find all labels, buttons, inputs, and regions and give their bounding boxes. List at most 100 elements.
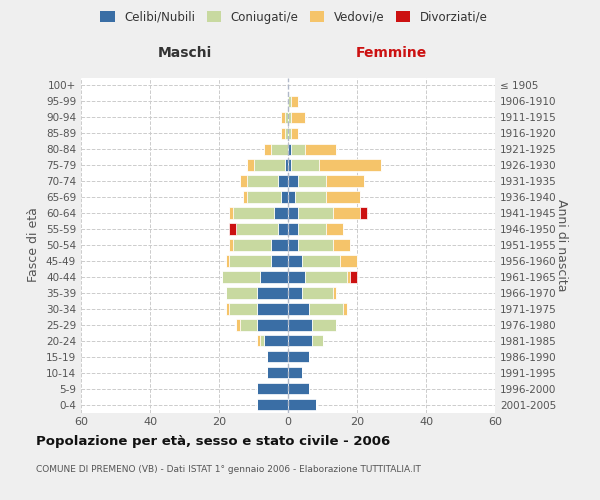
Bar (257, 383, 288, 394)
Bar (264, 144, 271, 155)
Bar (312, 319, 336, 330)
Bar (281, 128, 284, 139)
Bar (288, 224, 298, 235)
Bar (288, 160, 292, 171)
Bar (281, 112, 284, 123)
Bar (229, 224, 236, 235)
Bar (243, 192, 247, 203)
Bar (268, 351, 288, 362)
Bar (292, 128, 298, 139)
Bar (274, 208, 288, 219)
Bar (288, 240, 298, 250)
Bar (288, 335, 312, 346)
Bar (305, 144, 337, 155)
Bar (233, 240, 271, 250)
Bar (236, 319, 240, 330)
Bar (288, 176, 298, 187)
Bar (292, 144, 305, 155)
Bar (288, 287, 302, 298)
Bar (333, 287, 337, 298)
Bar (326, 176, 364, 187)
Bar (309, 303, 343, 314)
Bar (326, 192, 361, 203)
Bar (288, 383, 309, 394)
Bar (295, 192, 326, 203)
Bar (292, 96, 298, 107)
Bar (288, 367, 302, 378)
Bar (271, 255, 288, 266)
Y-axis label: Fasce di età: Fasce di età (28, 208, 40, 282)
Bar (281, 192, 288, 203)
Bar (288, 144, 292, 155)
Bar (298, 224, 326, 235)
Bar (229, 255, 271, 266)
Bar (302, 287, 333, 298)
Bar (260, 335, 264, 346)
Bar (257, 399, 288, 410)
Y-axis label: Anni di nascita: Anni di nascita (555, 198, 568, 291)
Bar (268, 367, 288, 378)
Bar (288, 351, 309, 362)
Text: Popolazione per età, sesso e stato civile - 2006: Popolazione per età, sesso e stato civil… (36, 435, 390, 448)
Bar (288, 128, 292, 139)
Bar (343, 303, 347, 314)
Bar (298, 240, 333, 250)
Bar (298, 208, 333, 219)
Bar (240, 319, 257, 330)
Bar (226, 255, 229, 266)
Bar (288, 319, 312, 330)
Bar (292, 112, 305, 123)
Bar (271, 144, 288, 155)
Bar (288, 192, 295, 203)
Bar (284, 112, 288, 123)
Bar (247, 160, 254, 171)
Bar (288, 303, 309, 314)
Bar (247, 192, 281, 203)
Bar (333, 208, 361, 219)
Bar (254, 160, 284, 171)
Bar (288, 255, 302, 266)
Bar (288, 271, 305, 282)
Bar (319, 160, 381, 171)
Bar (298, 176, 326, 187)
Bar (302, 255, 340, 266)
Bar (236, 224, 278, 235)
Bar (229, 240, 233, 250)
Bar (312, 335, 323, 346)
Bar (271, 240, 288, 250)
Bar (333, 240, 350, 250)
Bar (292, 160, 319, 171)
Bar (288, 399, 316, 410)
Bar (240, 176, 247, 187)
Bar (288, 208, 298, 219)
Bar (223, 271, 260, 282)
Bar (326, 224, 343, 235)
Bar (257, 319, 288, 330)
Bar (278, 224, 288, 235)
Bar (229, 208, 233, 219)
Bar (284, 128, 288, 139)
Bar (257, 335, 260, 346)
Legend: Celibi/Nubili, Coniugati/e, Vedovi/e, Divorziati/e: Celibi/Nubili, Coniugati/e, Vedovi/e, Di… (95, 6, 493, 28)
Bar (226, 303, 229, 314)
Text: Femmine: Femmine (356, 46, 427, 60)
Bar (340, 255, 357, 266)
Bar (260, 271, 288, 282)
Bar (288, 112, 292, 123)
Bar (305, 271, 347, 282)
Bar (288, 96, 292, 107)
Bar (350, 271, 357, 282)
Text: COMUNE DI PREMENO (VB) - Dati ISTAT 1° gennaio 2006 - Elaborazione TUTTITALIA.IT: COMUNE DI PREMENO (VB) - Dati ISTAT 1° g… (36, 465, 421, 474)
Bar (247, 176, 278, 187)
Bar (264, 335, 288, 346)
Bar (229, 303, 257, 314)
Bar (347, 271, 350, 282)
Bar (226, 287, 257, 298)
Text: Maschi: Maschi (157, 46, 212, 60)
Bar (257, 303, 288, 314)
Bar (278, 176, 288, 187)
Bar (233, 208, 274, 219)
Bar (361, 208, 367, 219)
Bar (284, 160, 288, 171)
Bar (257, 287, 288, 298)
